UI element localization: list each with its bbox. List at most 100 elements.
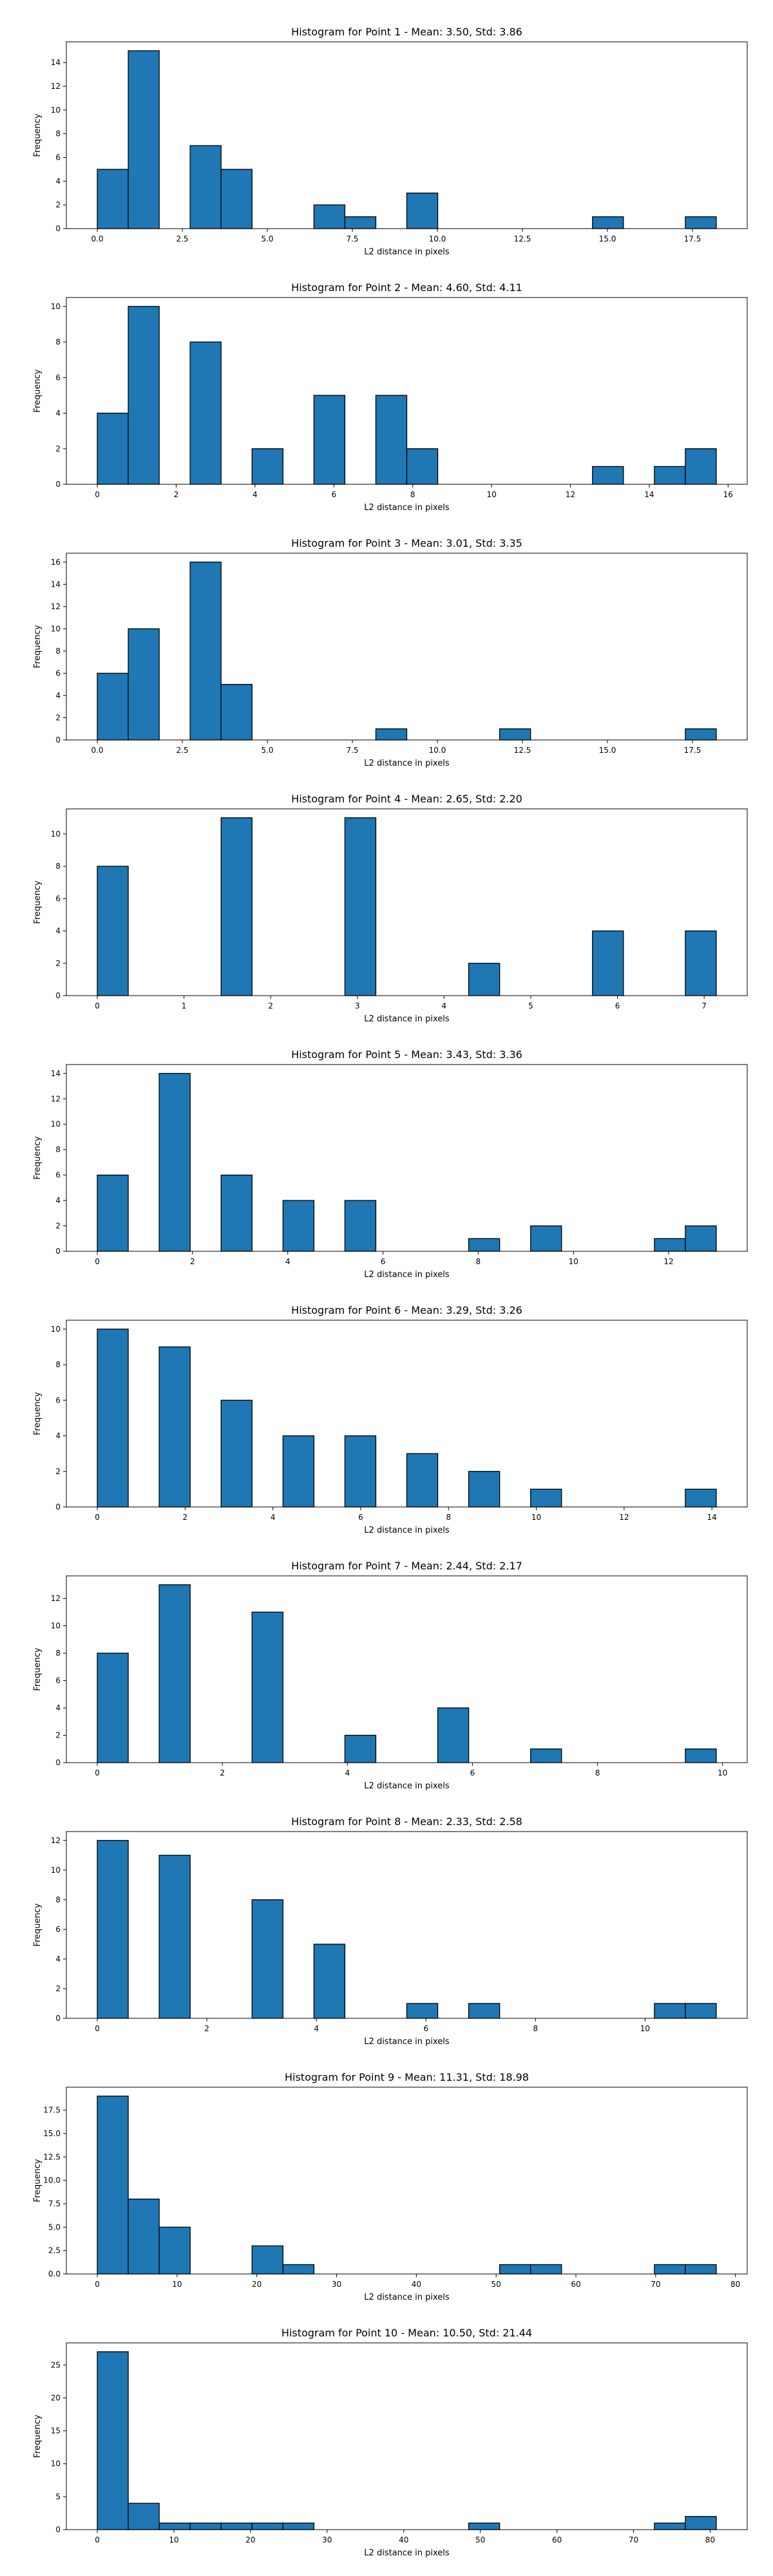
histogram-bar <box>158 1584 191 1763</box>
x-tick-label: 14 <box>644 490 654 499</box>
y-tick-label: 6 <box>55 1396 61 1405</box>
y-tick-label: 2 <box>55 1222 61 1231</box>
histogram-panel-2: Histogram for Point 2 - Mean: 4.60, Std:… <box>33 281 748 513</box>
chart-title: Histogram for Point 6 - Mean: 3.29, Std:… <box>291 1304 522 1316</box>
y-tick-label: 12 <box>51 82 61 91</box>
x-axis-label: L2 distance in pixels <box>364 759 450 768</box>
histogram-bar <box>685 1748 717 1763</box>
axes-frame <box>66 1575 748 1763</box>
histogram-panel-7: Histogram for Point 7 - Mean: 2.44, Std:… <box>33 1560 748 1791</box>
chart-title: Histogram for Point 4 - Mean: 2.65, Std:… <box>291 793 522 805</box>
histogram-bar <box>406 1453 439 1508</box>
x-axis-ticks: 0.0 2.5 5.0 7.5 10.0 12.5 15.0 17.5 <box>91 740 701 755</box>
x-tick-label: 10.0 <box>429 746 446 755</box>
y-tick-label: 6 <box>55 894 61 903</box>
y-axis-ticks: 0 2 4 6 8 10 12 14 <box>51 1069 66 1256</box>
histogram-bar <box>220 169 253 229</box>
y-tick-label: 14 <box>51 58 61 67</box>
histogram-bars <box>97 1073 717 1252</box>
y-tick-label: 10 <box>51 624 61 633</box>
x-tick-label: 15.0 <box>599 746 616 755</box>
histogram-bar <box>128 306 160 485</box>
histogram-bar <box>654 2264 686 2275</box>
y-tick-label: 10 <box>51 1622 61 1631</box>
y-tick-label: 10 <box>51 829 61 838</box>
x-tick-label: 7 <box>701 1001 707 1010</box>
histogram-panel-1: Histogram for Point 1 - Mean: 3.50, Std:… <box>33 26 748 257</box>
x-tick-label: 40 <box>412 2280 421 2289</box>
y-tick-label: 0 <box>55 735 61 744</box>
x-tick-label: 7.5 <box>346 234 358 243</box>
histogram-bar <box>406 448 439 485</box>
x-tick-label: 6 <box>423 2024 428 2033</box>
y-axis-label: Frequency <box>33 1647 43 1690</box>
chart-title: Histogram for Point 7 - Mean: 2.44, Std:… <box>291 1560 522 1572</box>
x-tick-label: 12 <box>566 490 575 499</box>
histogram-bar <box>251 1611 283 1763</box>
histogram-panel-9: Histogram for Point 9 - Mean: 11.31, Std… <box>33 2071 748 2302</box>
histogram-bar <box>97 866 129 996</box>
y-tick-label: 8 <box>55 1360 61 1369</box>
histogram-bar <box>97 412 129 485</box>
y-tick-label: 2 <box>55 713 61 722</box>
x-tick-label: 70 <box>651 2280 660 2289</box>
x-tick-label: 4 <box>314 2024 319 2033</box>
x-tick-label: 3 <box>355 1001 360 1010</box>
y-tick-label: 0 <box>55 224 61 233</box>
histogram-bar <box>530 1225 562 1252</box>
x-tick-label: 4 <box>253 490 258 499</box>
y-tick-label: 15 <box>51 2427 61 2436</box>
histogram-bar <box>468 2003 501 2019</box>
x-tick-label: 2.5 <box>176 234 188 243</box>
y-tick-label: 16 <box>51 558 61 567</box>
x-tick-label: 0 <box>95 1001 100 1010</box>
axes-frame <box>66 2342 748 2530</box>
x-axis-ticks: 0 2 4 6 8 10 12 <box>95 1251 674 1266</box>
y-axis-label: Frequency <box>33 369 43 412</box>
x-tick-label: 5 <box>528 1001 533 1010</box>
histogram-bar <box>158 1346 191 1508</box>
chart-title: Histogram for Point 8 - Mean: 2.33, Std:… <box>291 1815 522 1828</box>
y-tick-label: 6 <box>55 153 61 162</box>
histogram-bar <box>685 216 717 229</box>
histogram-bar <box>220 1174 253 1252</box>
x-axis-label: L2 distance in pixels <box>364 1526 450 1535</box>
histogram-bars <box>97 306 717 485</box>
histogram-bar <box>530 2264 562 2275</box>
x-tick-label: 60 <box>552 2535 562 2544</box>
y-tick-label: 12 <box>51 1594 61 1603</box>
y-tick-label: 5 <box>55 2492 61 2501</box>
histogram-bar <box>282 1200 315 1252</box>
histogram-bar <box>437 1707 470 1763</box>
y-tick-label: 12 <box>51 1094 61 1103</box>
y-tick-label: 2 <box>55 1731 61 1740</box>
y-tick-label: 15.0 <box>43 2129 61 2138</box>
x-axis-label: L2 distance in pixels <box>364 1270 450 1280</box>
x-tick-label: 6 <box>358 1513 363 1522</box>
x-tick-label: 10 <box>569 1257 578 1266</box>
histogram-bar <box>128 2199 160 2275</box>
histogram-bars <box>97 1584 717 1763</box>
y-tick-label: 6 <box>55 668 61 677</box>
axes-frame <box>66 553 748 741</box>
y-tick-label: 2 <box>55 959 61 968</box>
histogram-bar <box>685 1225 717 1252</box>
y-tick-label: 6 <box>55 1171 61 1180</box>
y-tick-label: 10 <box>51 1120 61 1129</box>
x-tick-label: 16 <box>723 490 733 499</box>
x-axis-label: L2 distance in pixels <box>364 1781 450 1791</box>
y-tick-label: 20 <box>51 2393 61 2402</box>
histogram-bar <box>220 2523 253 2530</box>
y-tick-label: 14 <box>51 1069 61 1078</box>
x-tick-label: 5.0 <box>261 234 273 243</box>
y-axis-ticks: 0 2 4 6 8 10 12 14 <box>51 58 66 233</box>
x-tick-label: 0 <box>95 1513 100 1522</box>
x-tick-label: 2 <box>183 1513 188 1522</box>
histogram-bars <box>97 50 717 229</box>
x-tick-label: 2.5 <box>176 746 188 755</box>
histogram-bar <box>251 2245 283 2275</box>
histogram-bar <box>685 2003 717 2019</box>
histogram-bar <box>685 1488 717 1508</box>
y-tick-label: 12 <box>51 1836 61 1845</box>
y-tick-label: 10 <box>51 2459 61 2468</box>
